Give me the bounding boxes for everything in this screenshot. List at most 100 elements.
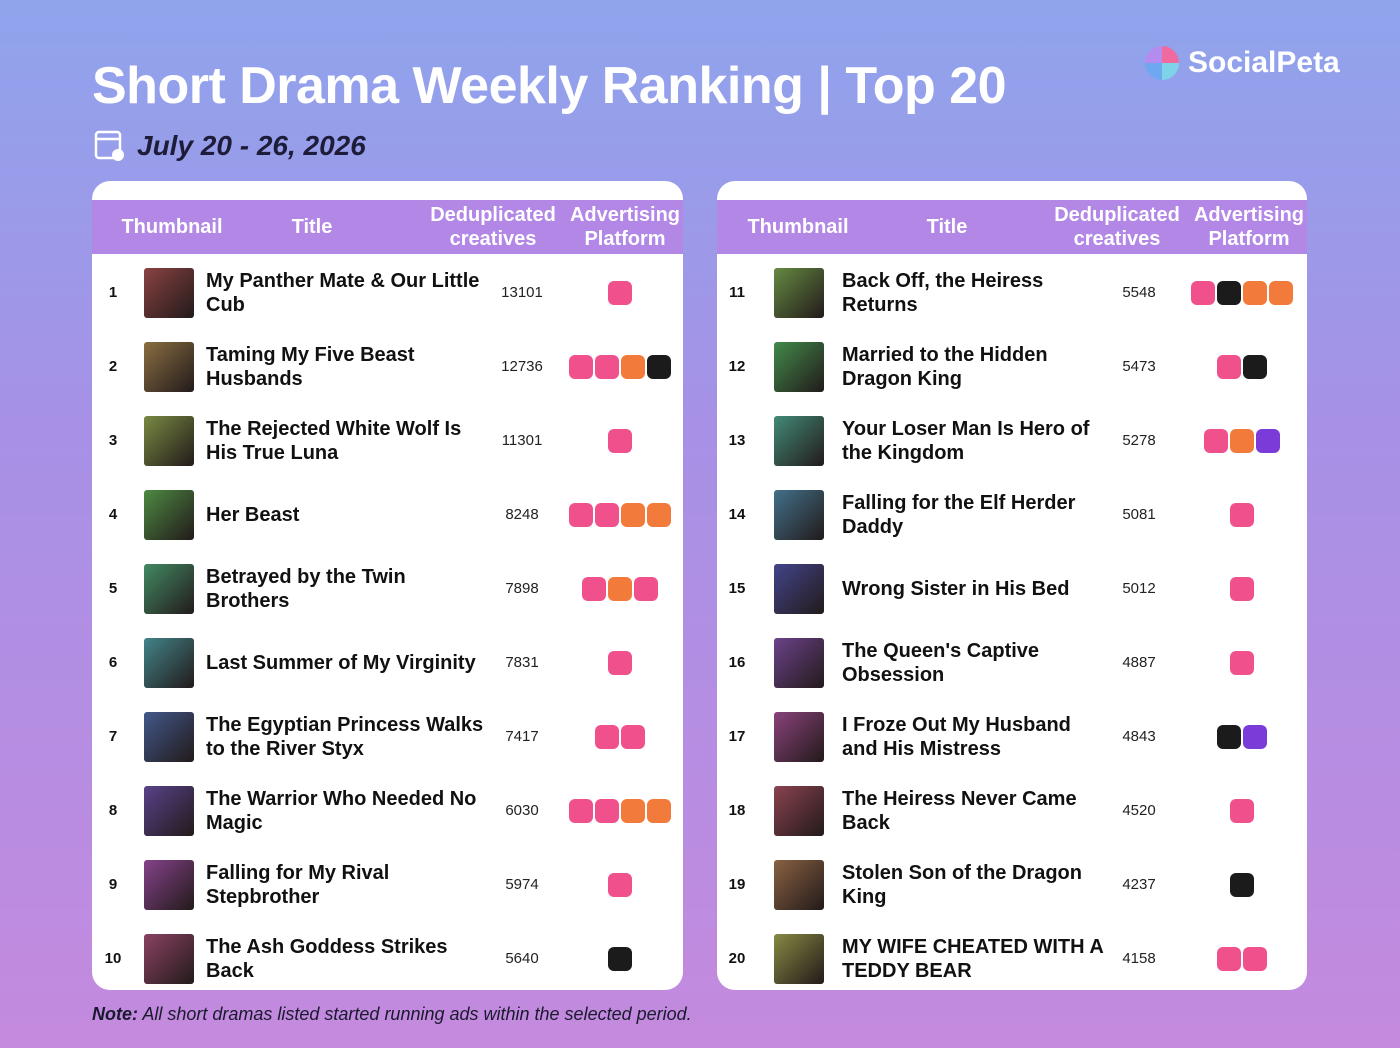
rank: 11 — [729, 284, 745, 301]
platform-icons — [1179, 873, 1304, 897]
thumbnail — [144, 712, 194, 762]
platform-icons — [562, 577, 677, 601]
drama-title: My Panther Mate & Our Little Cub — [206, 270, 480, 316]
platform-icon — [607, 651, 632, 675]
platform-icons — [562, 725, 677, 749]
rank: 5 — [108, 580, 118, 597]
thumbnail — [144, 638, 194, 688]
rank: 14 — [728, 506, 746, 523]
platform-icons — [562, 281, 677, 305]
drama-title: Back Off, the Heiress Returns — [842, 270, 1044, 316]
thumbnail — [144, 416, 194, 466]
column-header: Title — [291, 216, 333, 238]
platform-icon — [1190, 281, 1215, 305]
platform-icon — [594, 725, 619, 749]
platform-icons — [1179, 577, 1304, 601]
creatives-count: 7417 — [505, 728, 539, 745]
rank: 2 — [108, 358, 118, 375]
rank: 9 — [108, 876, 118, 893]
drama-title: The Ash Goddess Strikes Back — [206, 936, 448, 982]
platform-icon — [607, 947, 632, 971]
rank: 3 — [108, 432, 118, 449]
platform-icon — [620, 725, 645, 749]
creatives-count: 4237 — [1122, 876, 1156, 893]
creatives-count: 4520 — [1122, 802, 1156, 819]
platform-icons — [1179, 355, 1304, 379]
thumbnail — [774, 860, 824, 910]
platform-icon — [1229, 577, 1254, 601]
thumbnail — [774, 416, 824, 466]
rank: 13 — [728, 432, 746, 449]
platform-icons — [562, 429, 677, 453]
platform-icon — [594, 503, 619, 527]
calendar-icon — [94, 130, 124, 161]
creatives-count: 5278 — [1122, 432, 1156, 449]
platform-icons — [1179, 281, 1304, 305]
platform-icon — [1216, 947, 1241, 971]
drama-title: The Egyptian Princess Walks to the River… — [206, 714, 484, 760]
note-text: All short dramas listed started running … — [142, 1004, 692, 1024]
column-header: Advertising Platform — [569, 204, 681, 250]
platform-icon — [1242, 725, 1267, 749]
platform-icon — [646, 503, 671, 527]
platform-icon — [1229, 429, 1254, 453]
platform-icon — [620, 355, 645, 379]
platform-icon — [1229, 651, 1254, 675]
creatives-count: 4158 — [1122, 950, 1156, 967]
ranking-table: Thumbnail Title Deduplicated creatives Adve… — [92, 181, 683, 990]
brand-name: SocialPeta — [1188, 46, 1340, 79]
platform-icon — [1216, 355, 1241, 379]
drama-title: The Warrior Who Needed No Magic — [206, 788, 477, 834]
rank: 7 — [108, 728, 118, 745]
platform-icon — [607, 281, 632, 305]
rank: 1 — [108, 284, 118, 301]
platform-icon — [1242, 281, 1267, 305]
rank: 16 — [728, 654, 746, 671]
footnote: Note: All short dramas listed started ru… — [92, 1004, 692, 1025]
page-title: Short Drama Weekly Ranking | Top 20 — [92, 57, 1007, 115]
thumbnail — [144, 490, 194, 540]
creatives-count: 5012 — [1122, 580, 1156, 597]
platform-icon — [594, 355, 619, 379]
thumbnail — [144, 786, 194, 836]
rank: 6 — [108, 654, 118, 671]
thumbnail — [774, 638, 824, 688]
rank: 19 — [728, 876, 746, 893]
platform-icon — [1255, 429, 1280, 453]
drama-title: Last Summer of My Virginity — [206, 652, 476, 674]
platform-icon — [646, 355, 671, 379]
platform-icon — [594, 799, 619, 823]
platform-icon — [620, 799, 645, 823]
platform-icons — [562, 873, 677, 897]
thumbnail — [144, 934, 194, 984]
rank: 17 — [728, 728, 746, 745]
platform-icon — [1268, 281, 1293, 305]
drama-title: The Queen's Captive Obsession — [842, 640, 1040, 686]
drama-title: The Heiress Never Came Back — [842, 788, 1077, 834]
platform-icons — [1179, 947, 1304, 971]
platform-icon — [607, 577, 632, 601]
platform-icon — [1229, 873, 1254, 897]
platform-icon — [568, 799, 593, 823]
platform-icon — [607, 873, 632, 897]
rank: 15 — [728, 580, 746, 597]
ranking-table: Thumbnail Title Deduplicated creatives Adve… — [717, 181, 1307, 990]
creatives-count: 5640 — [505, 950, 539, 967]
thumbnail — [774, 712, 824, 762]
platform-icons — [562, 947, 677, 971]
drama-title: Married to the Hidden Dragon King — [842, 344, 1048, 390]
note-label: Note: — [92, 1004, 138, 1024]
platform-icons — [1179, 651, 1304, 675]
platform-icon — [581, 577, 606, 601]
creatives-count: 5473 — [1122, 358, 1156, 375]
creatives-count: 6030 — [505, 802, 539, 819]
thumbnail — [774, 342, 824, 392]
table-header — [92, 200, 683, 254]
creatives-count: 7898 — [505, 580, 539, 597]
column-header: Deduplicated creatives — [1054, 204, 1180, 250]
platform-icon — [568, 503, 593, 527]
thumbnail — [144, 342, 194, 392]
column-header: Title — [926, 216, 968, 238]
rank: 12 — [728, 358, 746, 375]
